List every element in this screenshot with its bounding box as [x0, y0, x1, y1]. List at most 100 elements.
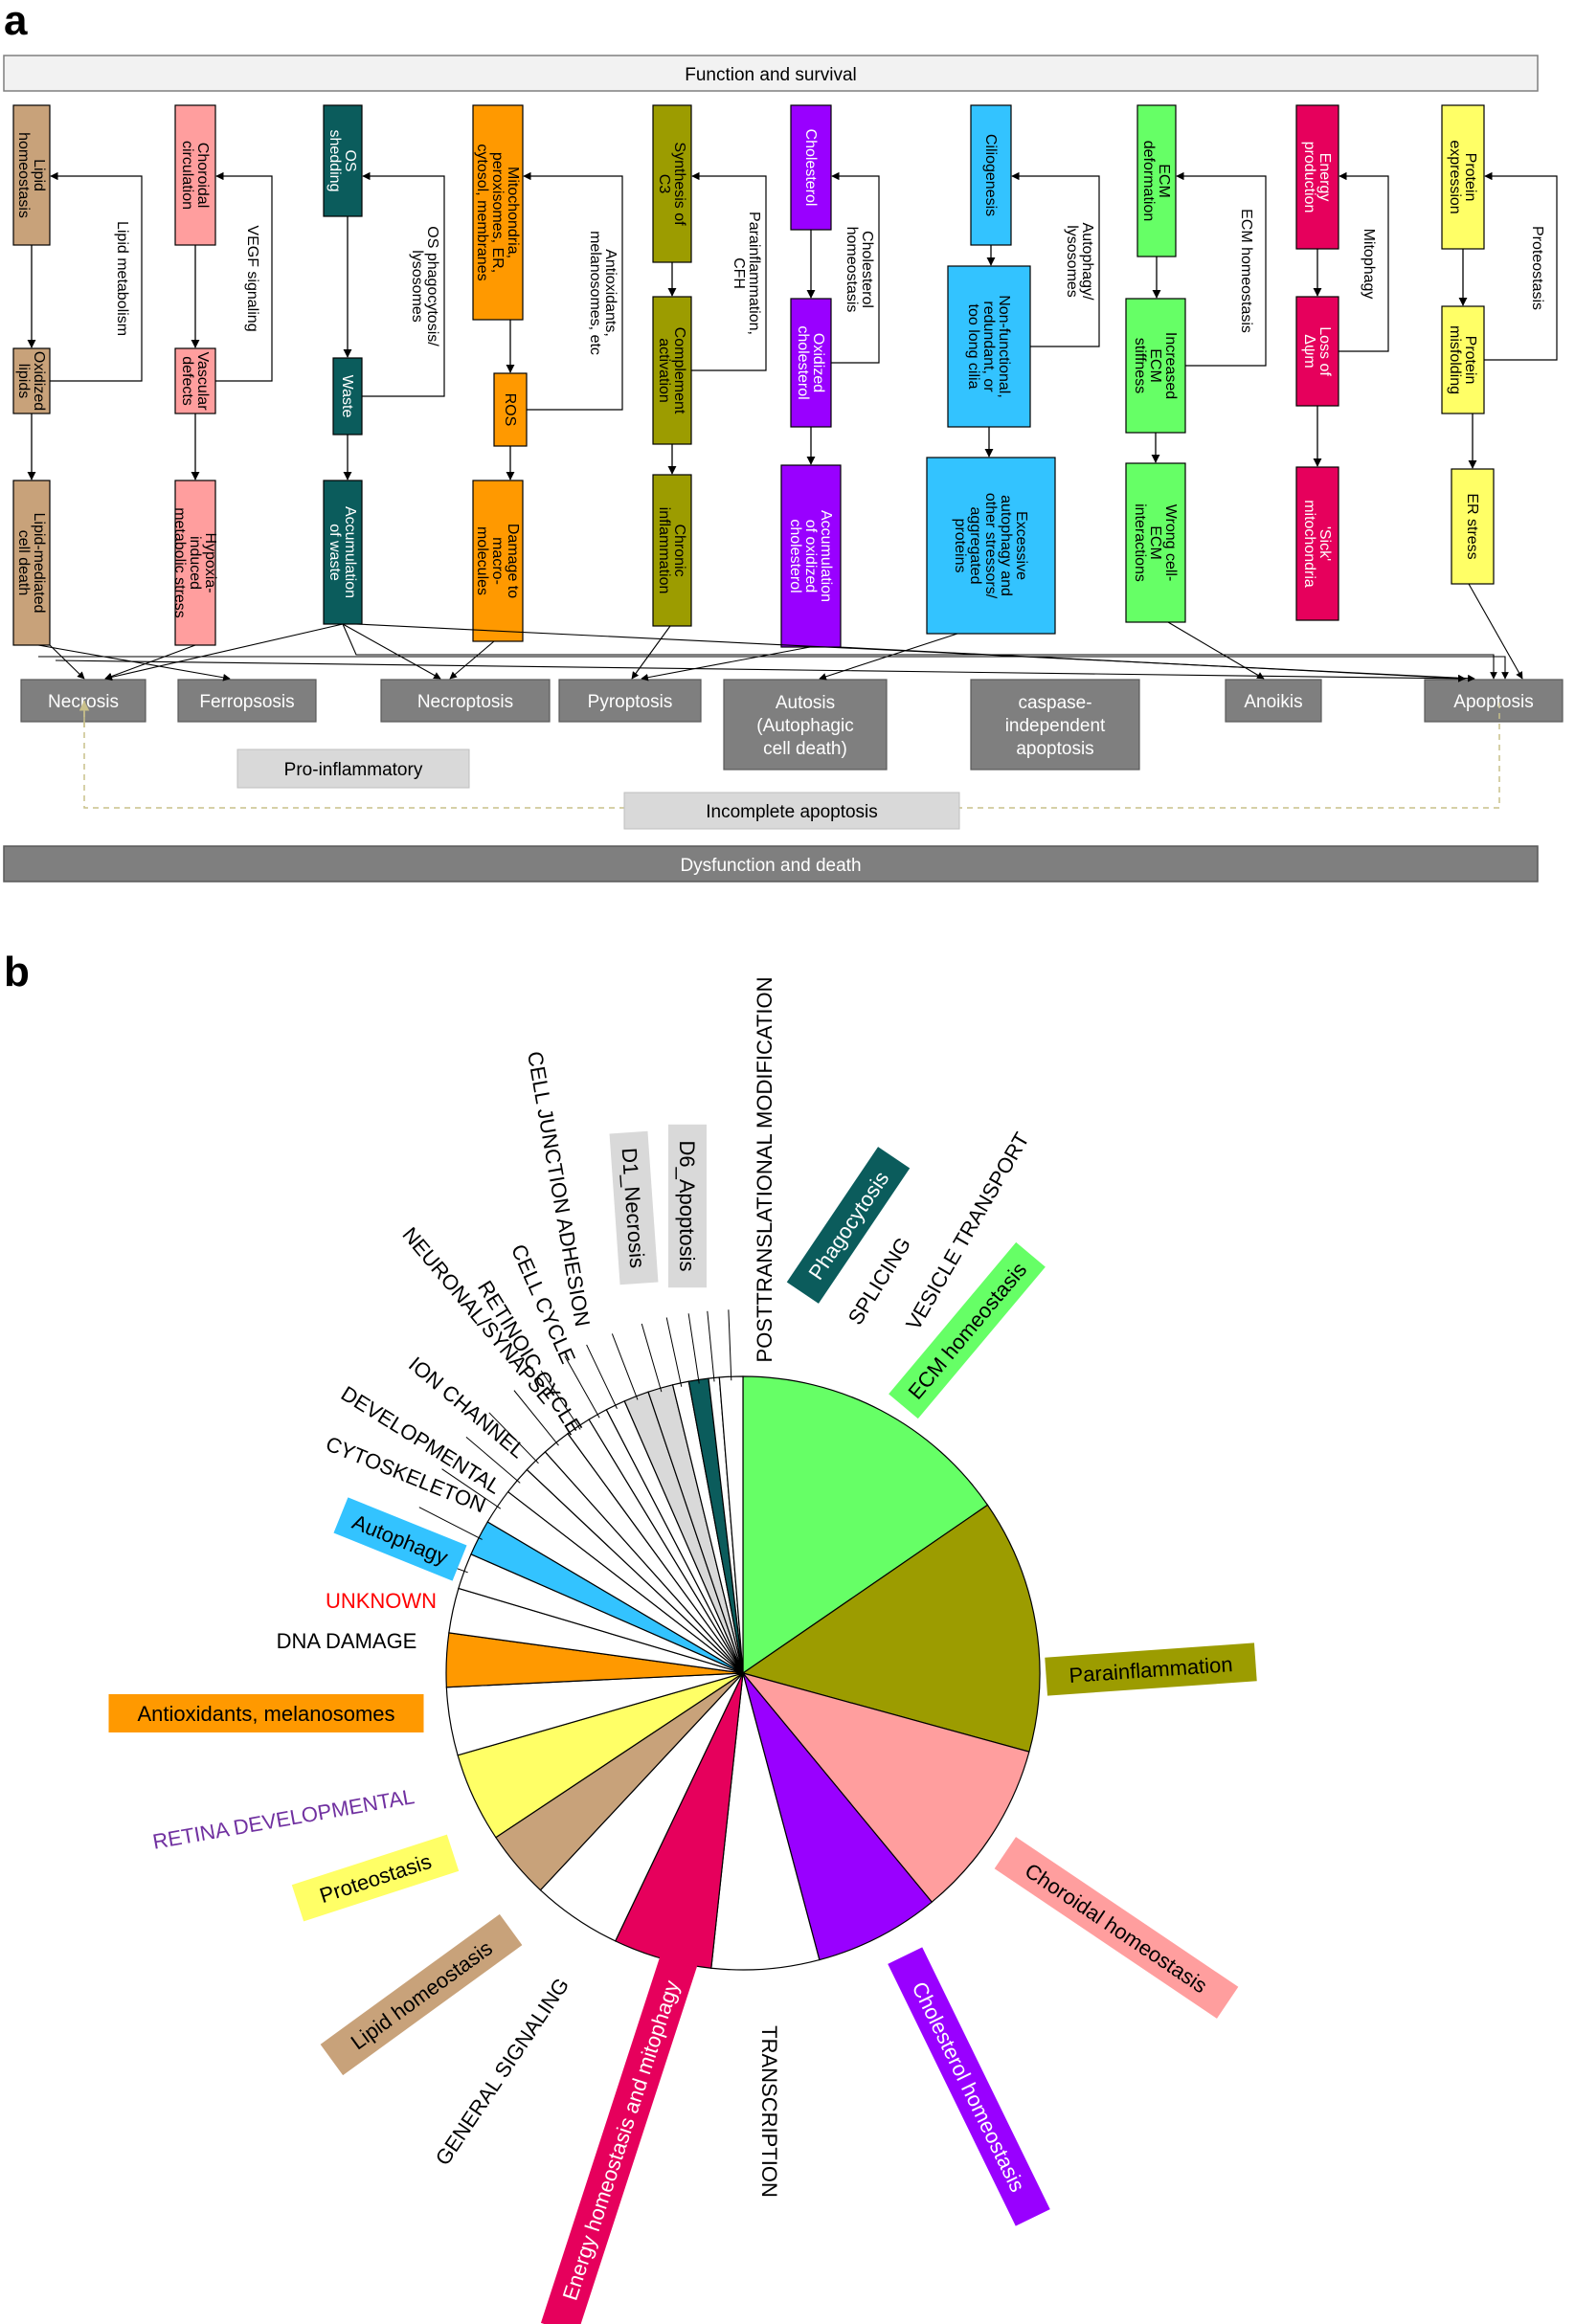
cilio-box-1: Ciliogenesis — [970, 104, 1012, 246]
death-pyroptosis: Pyroptosis — [558, 679, 702, 723]
mito-box-2-label: ROS — [502, 393, 518, 427]
ecm-box-2: IncreasedECMstiffness — [1125, 298, 1186, 434]
label-ecm-homeostasis: ECM homeostasis — [889, 1241, 1046, 1419]
energy-feedback-label: Mitophagy — [1361, 229, 1377, 300]
chol-box-1-label: Cholesterol — [802, 129, 819, 207]
cross-arrows — [37, 583, 1523, 682]
slice-parainflammation — [741, 1504, 1041, 1753]
bottom-bar-label: Dysfunction and death — [680, 856, 861, 876]
ecm-box-3-label: Wrong cell-ECMinteractions — [1132, 503, 1179, 582]
leader-posttranslational-modification — [665, 1317, 683, 1387]
cilio-feedback-loop — [1011, 171, 1100, 347]
slice-cholesterol-homeostasis — [742, 1672, 934, 1961]
lipid-box-2-label: Oxidizedlipids — [15, 351, 47, 411]
pathway-columns: Lipidhomeostasis Oxidizedlipids Lipid-medi… — [12, 104, 1558, 648]
death-necrosis-label: Necrosis — [48, 692, 119, 712]
c3-box-3-label: Chronicinflammation — [656, 507, 687, 594]
pie-chart — [445, 1375, 1041, 1971]
death-anoikis: Anoikis — [1225, 679, 1322, 723]
column-mito: Mitochondria,peroxisomes, ER,cytosol, me… — [472, 104, 623, 642]
label-bg-proteostasis — [291, 1834, 460, 1922]
pro-inflammatory-label: Pro-inflammatory — [284, 760, 423, 780]
leader-neuronal-synapse — [513, 1390, 559, 1446]
ecm-feedback-label: ECM homeostasis — [1238, 209, 1254, 333]
label-transcription: TRANSCRIPTION — [757, 2025, 781, 2198]
column-choroid: Choroidalcirculation Vasculardefects Hypox… — [171, 104, 273, 646]
label-text-general-signaling: GENERAL SIGNALING — [431, 1974, 574, 2170]
lipid-box-1: Lipidhomeostasis — [12, 104, 51, 246]
cross-arrow — [104, 623, 344, 682]
death-autosis: Autosis (Autophagic cell death) — [723, 679, 888, 771]
lipid-feedback-label: Lipid metabolism — [114, 221, 130, 336]
cross-arrow — [449, 640, 495, 680]
os-box-2: Waste — [332, 357, 363, 436]
leader-ion-channel — [488, 1412, 539, 1464]
mito-feedback-label: Antioxidants,melanosomes, etc — [587, 231, 619, 355]
os-box-2-label: Waste — [339, 375, 355, 418]
lipid-box-3-label: Lipid-mediatedcell death — [15, 513, 47, 614]
label-bg-antioxidants-melanosomes — [108, 1694, 424, 1732]
lipid-box-1-label: Lipidhomeostasis — [15, 132, 47, 218]
leader-splicing — [707, 1310, 715, 1382]
incomplete-apoptosis-label: Incomplete apoptosis — [706, 802, 878, 822]
cross-arrow — [631, 625, 671, 680]
c3-box-1-label: Synthesis ofC3 — [656, 142, 687, 226]
leader-developmental — [465, 1436, 521, 1484]
choroid-box-1-label: Choroidalcirculation — [179, 141, 211, 210]
death-necroptosis: Necroptosis — [380, 679, 551, 723]
label-parainflammation: Parainflammation — [1045, 1642, 1257, 1696]
bottom-bar: Dysfunction and death — [3, 845, 1539, 883]
energy-box-3-label: 'Sick'mitochondria — [1301, 500, 1333, 588]
label-bg-parainflammation — [1045, 1642, 1257, 1696]
label-general-signaling: GENERAL SIGNALING — [431, 1974, 574, 2170]
label-text-posttranslational-modification: POSTTRANSLATIONAL MODIFICATION — [753, 977, 776, 1363]
cross-arrow — [49, 644, 85, 680]
protein-box-2-label: Proteinmisfolding — [1447, 325, 1478, 394]
death-caspase: caspase-independent apoptosis — [970, 679, 1140, 771]
energy-box-3: 'Sick'mitochondria — [1295, 466, 1339, 621]
cell-death-row: Necrosis Ferropsosis Necroptosis Pyroptosis… — [20, 679, 1564, 771]
cross-arrow — [641, 646, 811, 682]
column-energy: Energyproduction Loss ofΔψm 'Sick'mitochon… — [1295, 104, 1389, 621]
label-text-choroidal-homeostasis: Choroidal homeostasis — [1021, 1858, 1212, 1998]
chol-box-2: Oxidizedcholesterol — [790, 298, 832, 428]
column-cilio: Ciliogenesis Non-functional,redundant, or… — [926, 104, 1100, 635]
choroid-box-3: Hypoxia-inducedmetabolic stress — [171, 480, 218, 646]
leader-cytoskeleton — [441, 1468, 502, 1509]
label-bg-energy-homeostasis-and-mitophagy — [540, 1945, 701, 2324]
leader-phagocytosis — [687, 1313, 700, 1384]
panel-a-letter: a — [4, 0, 28, 44]
protein-box-2: Proteinmisfolding — [1441, 305, 1485, 414]
cross-arrow — [1167, 621, 1265, 680]
ecm-box-2-label: IncreasedECMstiffness — [1132, 332, 1179, 399]
cross-arrow — [1468, 583, 1523, 680]
energy-feedback-loop — [1339, 171, 1389, 352]
ecm-box-3: Wrong cell-ECMinteractions — [1125, 462, 1186, 623]
death-pyroptosis-label: Pyroptosis — [588, 692, 673, 712]
label-text-antioxidants-melanosomes: Antioxidants, melanosomes — [137, 1702, 394, 1726]
label-text-cholesterol-homeostasis: Cholesterol homeostasis — [908, 1978, 1030, 2195]
column-chol: Cholesterol Oxidizedcholesterol Accumulati… — [780, 104, 880, 648]
cross-arrow — [342, 623, 441, 680]
cross-arrow — [838, 646, 1466, 682]
cross-arrow — [104, 644, 196, 681]
choroid-feedback-label: VEGF signaling — [244, 225, 260, 331]
column-lipid: Lipidhomeostasis Oxidizedlipids Lipid-medi… — [12, 104, 143, 646]
death-caspase-label: caspase-independent apoptosis — [1005, 693, 1106, 759]
label-proteostasis: Proteostasis — [291, 1834, 460, 1922]
cilio-box-2-label: Non-functional,redundant, ortoo long cil… — [965, 295, 1012, 398]
c3-feedback-label: Parainflammation,CFH — [731, 212, 762, 335]
protein-box-1: Proteinexpression — [1441, 104, 1485, 250]
leader-retinoic-cycle — [540, 1370, 581, 1430]
leader-d1-necrosis — [611, 1333, 639, 1400]
label-autophagy: Autophagy — [333, 1497, 467, 1581]
mito-box-3: Damage tomacro-molecules — [472, 480, 524, 642]
leader-d6-apoptosis — [641, 1323, 663, 1393]
death-apoptosis-label: Apoptosis — [1453, 692, 1533, 712]
death-necroptosis-label: Necroptosis — [417, 692, 513, 712]
connector-line — [38, 656, 1509, 680]
label-unknown: UNKNOWN — [326, 1589, 437, 1613]
ecm-box-1: ECMdeformation — [1136, 104, 1177, 257]
slice-choroidal-homeostasis — [741, 1671, 1030, 1904]
